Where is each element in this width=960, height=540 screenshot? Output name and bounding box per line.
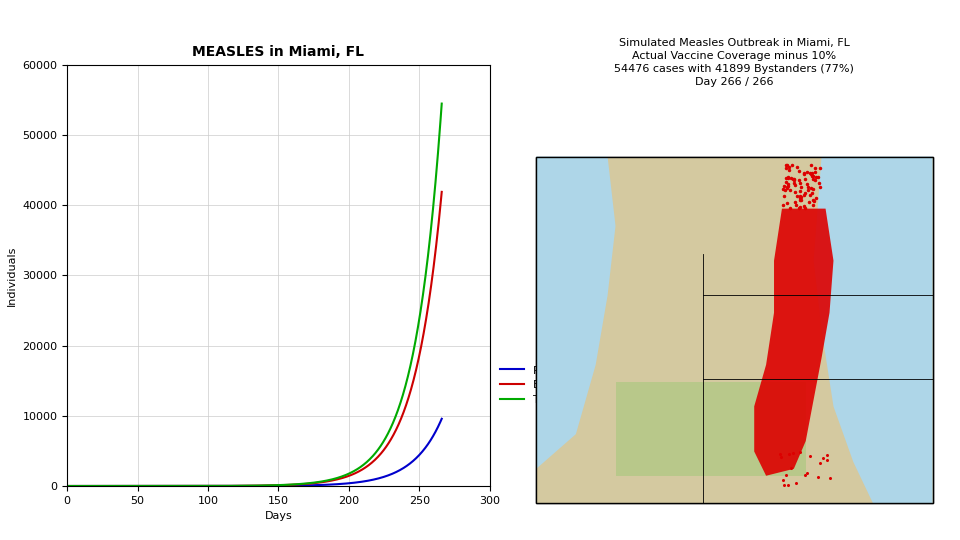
Polygon shape xyxy=(537,157,615,469)
Polygon shape xyxy=(755,208,833,476)
Bar xyxy=(537,157,932,503)
Polygon shape xyxy=(814,157,932,503)
Title: MEASLES in Miami, FL: MEASLES in Miami, FL xyxy=(192,45,365,59)
Bar xyxy=(537,157,932,503)
Y-axis label: Individuals: Individuals xyxy=(7,245,16,306)
X-axis label: Days: Days xyxy=(265,511,292,521)
Bar xyxy=(537,157,932,503)
Polygon shape xyxy=(615,382,805,476)
Text: Simulated Measles Outbreak in Miami, FL
Actual Vaccine Coverage minus 10%
54476 : Simulated Measles Outbreak in Miami, FL … xyxy=(614,38,854,87)
Legend: Refusal Cases, Bystanders, Total Cases: Refusal Cases, Bystanders, Total Cases xyxy=(500,366,611,404)
